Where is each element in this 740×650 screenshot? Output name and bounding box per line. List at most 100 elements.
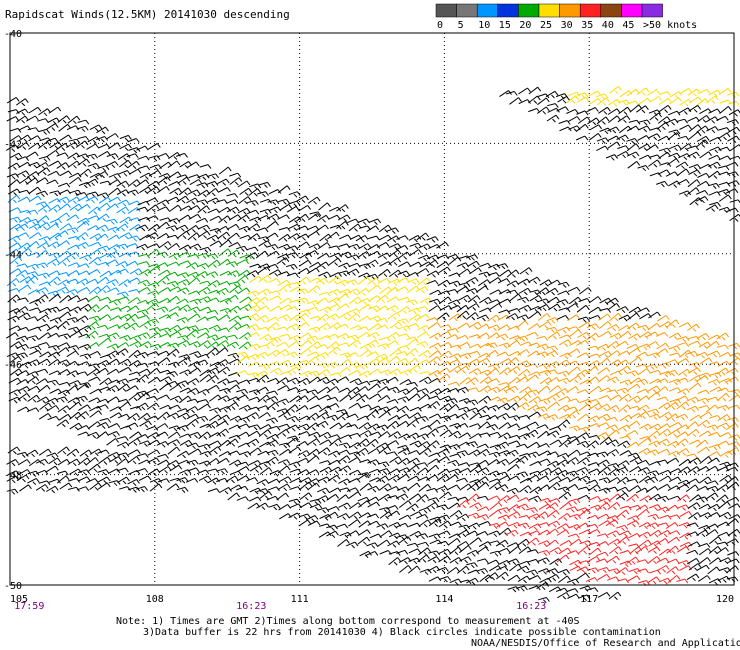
wind-barb: [185, 406, 199, 414]
wind-barb: [386, 227, 400, 234]
wind-barb: [697, 419, 710, 428]
wind-barb: [167, 234, 179, 240]
wind-barb: [507, 340, 521, 348]
wind-barb: [399, 378, 413, 385]
wind-barb: [619, 505, 632, 511]
wind-barb: [117, 153, 131, 162]
wind-barb: [666, 319, 680, 328]
legend-label: 30: [561, 20, 573, 31]
wind-barb: [678, 107, 692, 115]
wind-barb: [669, 91, 683, 99]
wind-barb: [409, 511, 423, 517]
wind-barb: [97, 359, 110, 367]
wind-barb: [219, 486, 233, 495]
wind-barb: [558, 377, 571, 385]
wind-barb: [178, 244, 192, 252]
wind-barb: [466, 562, 478, 569]
wind-barb: [157, 206, 170, 212]
wind-barb: [176, 287, 190, 295]
wind-barb: [59, 170, 72, 177]
wind-barb: [17, 196, 31, 203]
wind-barb: [639, 423, 652, 431]
wind-barb: [116, 436, 129, 441]
wind-barb: [635, 351, 649, 358]
wind-barb: [488, 451, 501, 458]
wind-barb: [595, 558, 608, 564]
wind-barb: [267, 199, 280, 206]
wind-barb: [716, 332, 729, 341]
wind-barb: [126, 385, 139, 392]
wind-barb: [338, 478, 351, 486]
wind-barb: [448, 313, 462, 322]
wind-barb: [177, 279, 190, 286]
wind-barb: [459, 483, 473, 491]
wind-barb: [257, 266, 271, 274]
wind-barb: [667, 429, 681, 437]
wind-barb: [558, 395, 571, 402]
wind-barb: [516, 314, 529, 321]
wind-barb: [348, 296, 362, 305]
wind-barb: [448, 359, 461, 365]
wind-barb: [107, 358, 120, 366]
wind-barb: [696, 332, 710, 341]
wind-barb: [588, 484, 601, 493]
wind-barb: [517, 497, 530, 503]
wind-barb: [449, 468, 462, 475]
wind-barb: [258, 412, 271, 419]
wind-barb: [166, 312, 179, 319]
wind-barb: [95, 170, 109, 179]
wind-barb: [696, 125, 709, 134]
wind-barb: [286, 306, 299, 312]
wind-barb: [438, 387, 452, 395]
wind-barb: [626, 343, 640, 349]
wind-barb: [157, 185, 170, 194]
wind-barb: [479, 376, 493, 385]
wind-barb: [598, 497, 611, 505]
wind-barb: [698, 575, 711, 582]
wind-barb: [688, 131, 702, 140]
wind-barb: [479, 307, 492, 313]
wind-barb: [387, 386, 400, 394]
wind-barb: [247, 209, 260, 215]
wind-barb: [38, 128, 51, 135]
wind-barb: [48, 204, 62, 213]
wind-barb: [647, 513, 660, 520]
wind-barb: [206, 253, 219, 260]
wind-barb: [428, 350, 442, 358]
wind-barb: [15, 115, 29, 124]
wind-barb: [689, 414, 703, 422]
legend-label: 0: [437, 20, 443, 31]
wind-barb: [675, 438, 689, 447]
wind-barb: [666, 359, 679, 365]
wind-barb: [477, 323, 490, 330]
wind-barb: [106, 279, 119, 286]
wind-barb: [476, 546, 490, 554]
wind-barb: [316, 495, 330, 503]
wind-barb: [326, 231, 340, 240]
wind-barb: [297, 267, 310, 275]
wind-barb: [356, 394, 369, 403]
wind-barb: [248, 496, 262, 502]
wind-barb: [398, 333, 410, 339]
wind-barb: [458, 432, 471, 439]
wind-barb: [436, 261, 450, 269]
wind-barb: [436, 424, 449, 430]
wind-barb: [196, 332, 210, 339]
wind-barb: [649, 529, 662, 538]
wind-barb: [576, 96, 590, 103]
wind-barb: [249, 216, 262, 224]
wind-barb: [58, 182, 71, 188]
wind-barb: [186, 329, 200, 338]
wind-barb: [197, 286, 211, 295]
wind-barb: [668, 110, 681, 116]
wind-barb: [576, 339, 589, 346]
wind-barb: [206, 334, 220, 341]
wind-barb: [538, 458, 551, 464]
wind-barb: [175, 224, 189, 232]
wind-barb: [136, 402, 149, 411]
wind-barb: [147, 243, 160, 249]
wind-barb: [15, 223, 29, 231]
wind-barb: [318, 335, 332, 340]
wind-barb: [508, 308, 521, 313]
wind-barb: [728, 394, 740, 402]
